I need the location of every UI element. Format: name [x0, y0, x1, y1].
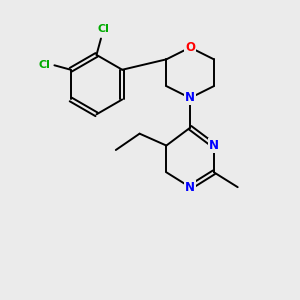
Text: N: N	[185, 181, 195, 194]
Text: Cl: Cl	[98, 24, 110, 34]
Text: N: N	[185, 92, 195, 104]
Text: N: N	[209, 139, 219, 152]
Text: Cl: Cl	[39, 60, 51, 70]
Text: O: O	[185, 41, 195, 54]
